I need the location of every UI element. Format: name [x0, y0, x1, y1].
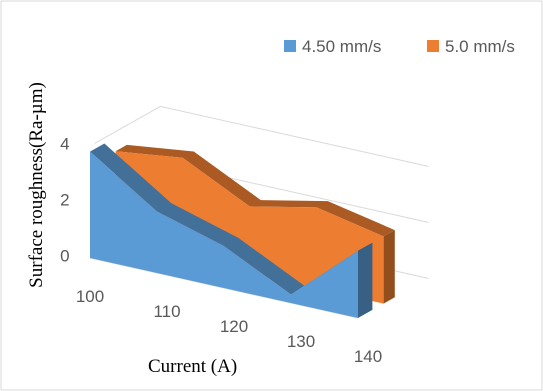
series-2	[115, 144, 395, 304]
y-tick-0: 0	[60, 246, 69, 265]
series-2-front	[115, 151, 384, 304]
x-tick-100: 100	[76, 287, 104, 306]
legend: 4.50 mm/s 5.0 mm/s	[284, 37, 515, 56]
x-tick-120: 120	[220, 317, 248, 336]
legend-label-series-2: 5.0 mm/s	[445, 37, 515, 56]
x-tick-130: 130	[287, 332, 315, 351]
y-tick-2: 2	[60, 190, 69, 209]
gridline-4	[94, 105, 429, 167]
legend-swatch-series-2	[427, 40, 439, 52]
series-1-front	[90, 151, 358, 318]
legend-label-series-1: 4.50 mm/s	[302, 37, 381, 56]
series-2-top	[115, 144, 395, 237]
series-2-side	[383, 230, 395, 304]
series-layer	[89, 143, 395, 318]
x-axis-title: Current (A)	[148, 356, 237, 377]
y-tick-4: 4	[60, 134, 69, 153]
y-axis-title: Surface roughness(Ra-µm)	[26, 82, 47, 288]
x-tick-110: 110	[153, 302, 180, 321]
series-1-top	[90, 143, 373, 295]
series-1	[89, 143, 373, 318]
x-tick-140: 140	[354, 347, 382, 366]
series-1-side	[358, 242, 373, 318]
tick-labels: 0 2 4 100 110 120 130 140	[60, 134, 382, 366]
legend-swatch-series-1	[284, 40, 296, 52]
